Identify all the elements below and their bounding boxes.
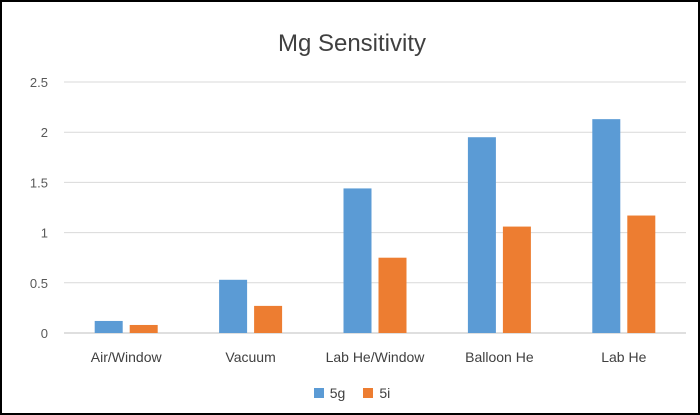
x-tick-label: Lab He/Window	[326, 349, 426, 365]
y-tick-labels: 0 0.5 1 1.5 2 2.5	[30, 75, 48, 341]
x-tick-label: Lab He	[601, 349, 646, 365]
legend-item-5i: 5i	[363, 385, 390, 401]
bar-5i	[378, 257, 407, 333]
gridlines	[64, 81, 686, 334]
bar-5g	[219, 279, 248, 333]
y-tick-label: 2.5	[30, 75, 48, 90]
legend-label-5g: 5g	[329, 385, 346, 401]
x-tick-label: Vacuum	[225, 349, 275, 365]
y-tick-label: 1.5	[30, 175, 48, 190]
bar-5g	[343, 188, 372, 333]
bar-5i	[627, 215, 656, 333]
bar-5g	[592, 119, 621, 333]
bars	[94, 119, 656, 333]
legend-label-5i: 5i	[379, 385, 391, 401]
chart-title: Mg Sensitivity	[277, 30, 427, 57]
x-tick-labels: Air/Window Vacuum Lab He/Window Balloon He L…	[91, 349, 647, 365]
bar-5g	[94, 320, 123, 333]
bar-5i	[502, 226, 531, 333]
legend-item-5g: 5g	[313, 385, 346, 401]
legend-swatch-5g	[313, 388, 324, 398]
bar-5i	[254, 305, 283, 333]
y-tick-label: 0	[41, 326, 48, 341]
y-tick-label: 0.5	[30, 276, 48, 291]
legend: 5g 5i	[2, 385, 700, 401]
x-tick-label: Air/Window	[91, 349, 163, 365]
y-tick-label: 1	[41, 226, 48, 241]
x-tick-label: Balloon He	[465, 349, 534, 365]
bar-5g	[467, 137, 496, 333]
bar-5i	[129, 324, 158, 333]
legend-swatch-5i	[363, 388, 374, 398]
y-tick-label: 2	[41, 125, 48, 140]
